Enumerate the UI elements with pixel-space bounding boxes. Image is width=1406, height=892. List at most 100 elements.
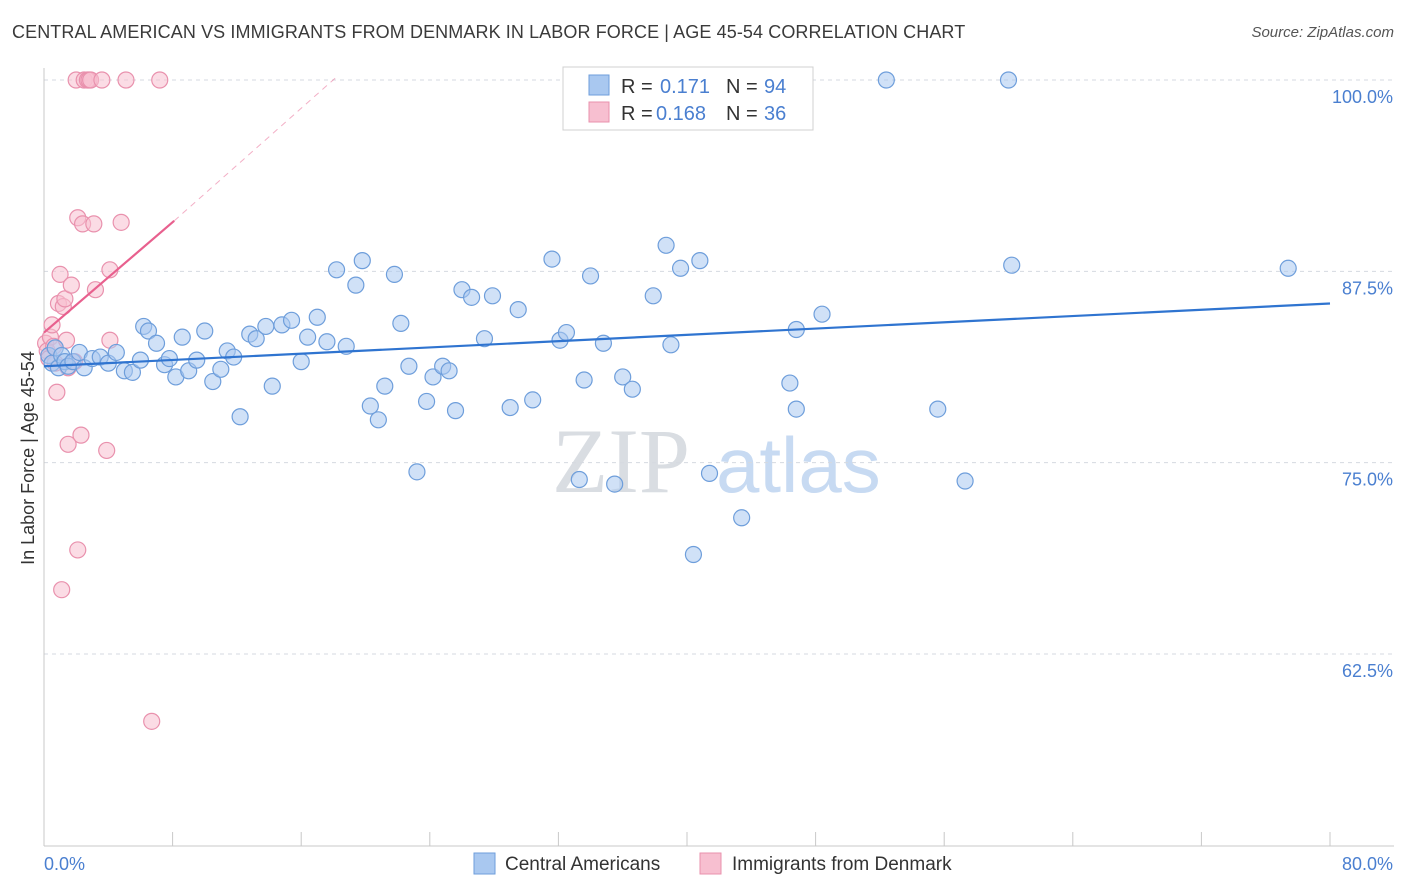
- point-central-americans: [700, 464, 719, 482]
- y-tick-label: 62.5%: [1342, 661, 1393, 681]
- point-central-americans: [446, 402, 465, 420]
- point-immigrants-from-denmark: [72, 426, 90, 444]
- y-tick-label: 87.5%: [1342, 278, 1393, 298]
- point-central-americans: [691, 252, 709, 270]
- point-central-americans: [263, 377, 281, 395]
- point-central-americans: [107, 343, 125, 362]
- point-central-americans: [733, 509, 751, 527]
- point-central-americans: [139, 322, 158, 340]
- source-label: Source: ZipAtlas.com: [1251, 24, 1394, 41]
- point-central-americans: [204, 372, 222, 391]
- point-central-americans: [483, 287, 502, 305]
- point-central-americans: [813, 305, 831, 323]
- point-immigrants-from-denmark: [93, 71, 111, 89]
- point-immigrants-from-denmark: [48, 383, 66, 401]
- point-central-americans: [877, 71, 895, 89]
- point-central-americans: [657, 236, 675, 254]
- point-central-americans: [575, 371, 593, 389]
- point-central-americans: [196, 322, 214, 340]
- point-central-americans: [781, 374, 799, 392]
- watermark-zip: ZIP: [552, 410, 690, 512]
- point-immigrants-from-denmark: [143, 712, 161, 730]
- point-immigrants-from-denmark: [117, 71, 135, 89]
- x-tick-label-min: 0.0%: [44, 854, 85, 874]
- point-central-americans: [353, 252, 371, 270]
- point-central-americans: [392, 314, 410, 332]
- point-central-americans: [292, 353, 310, 371]
- point-immigrants-from-denmark: [98, 441, 116, 460]
- point-central-americans: [623, 380, 641, 398]
- point-central-americans: [417, 392, 436, 411]
- legend-swatch-blue: [588, 74, 610, 96]
- point-central-americans: [787, 400, 805, 418]
- bottom-legend-label-2: Immigrants from Denmark: [732, 854, 952, 875]
- point-central-americans: [385, 265, 404, 283]
- point-central-americans: [614, 368, 632, 386]
- point-central-americans: [570, 470, 588, 489]
- x-tick-label-max: 80.0%: [1342, 854, 1393, 874]
- point-central-americans: [644, 287, 662, 305]
- point-central-americans: [501, 398, 519, 417]
- legend-r-label-2: R =: [621, 103, 653, 125]
- point-central-americans: [173, 328, 191, 346]
- point-central-americans: [956, 472, 974, 490]
- point-immigrants-from-denmark: [85, 215, 103, 233]
- legend-swatch-pink: [588, 101, 610, 123]
- watermark-atlas: atlas: [716, 421, 881, 509]
- point-central-americans: [408, 463, 426, 481]
- point-central-americans: [308, 308, 326, 326]
- legend-n-value-2: 36: [764, 103, 786, 125]
- point-central-americans: [581, 267, 600, 285]
- point-central-americans: [440, 362, 458, 380]
- point-central-americans: [1003, 256, 1021, 274]
- point-central-americans: [369, 411, 387, 429]
- point-central-americans: [400, 357, 418, 375]
- point-immigrants-from-denmark: [151, 71, 169, 89]
- point-central-americans: [257, 317, 275, 336]
- point-central-americans: [361, 397, 379, 415]
- point-central-americans: [212, 360, 230, 378]
- point-central-americans: [131, 351, 150, 369]
- point-central-americans: [524, 391, 542, 409]
- legend-r-value-1: 0.171: [660, 76, 710, 98]
- trendline-central-americans: [43, 302, 1331, 368]
- point-central-americans: [347, 276, 365, 294]
- bottom-legend-swatch-pink: [699, 852, 722, 875]
- trendline-immigrants-from-denmark: [43, 219, 175, 334]
- point-central-americans: [299, 328, 317, 346]
- point-immigrants-from-denmark: [69, 541, 87, 559]
- legend-n-value-1: 94: [764, 76, 786, 98]
- point-central-americans: [999, 71, 1018, 89]
- point-central-americans: [1279, 259, 1297, 277]
- legend-r-value-2: 0.168: [656, 103, 706, 125]
- point-immigrants-from-denmark: [112, 213, 130, 231]
- point-central-americans: [509, 301, 527, 319]
- series-central-americans: [40, 71, 1297, 564]
- legend-n-label-2: N =: [726, 103, 758, 125]
- legend-n-label-1: N =: [726, 76, 758, 98]
- bottom-legend-label-1: Central Americans: [505, 854, 660, 875]
- point-central-americans: [231, 408, 249, 426]
- point-immigrants-from-denmark: [51, 265, 69, 283]
- chart-title: CENTRAL AMERICAN VS IMMIGRANTS FROM DENM…: [12, 22, 966, 42]
- legend-stats: R = 0.171 N = 94 R = 0.168 N = 36: [562, 66, 814, 131]
- y-tick-labels: 62.5% 75.0% 87.5% 100.0%: [1332, 87, 1393, 681]
- point-central-americans: [684, 545, 703, 564]
- point-central-americans: [147, 334, 166, 352]
- point-central-americans: [671, 259, 690, 277]
- point-central-americans: [543, 250, 561, 268]
- point-central-americans: [123, 363, 142, 381]
- y-tick-label: 100.0%: [1332, 87, 1393, 107]
- point-central-americans: [475, 330, 494, 348]
- x-ticks: [172, 832, 1331, 846]
- point-immigrants-from-denmark: [62, 276, 80, 294]
- y-tick-label: 75.0%: [1342, 470, 1393, 490]
- point-immigrants-from-denmark: [53, 581, 71, 599]
- point-immigrants-from-denmark: [56, 290, 74, 308]
- point-central-americans: [929, 400, 947, 418]
- point-central-americans: [282, 311, 301, 329]
- y-axis-title: In Labor Force | Age 45-54: [18, 351, 38, 565]
- trend-lines: [43, 76, 1331, 368]
- bottom-legend-swatch-blue: [473, 852, 496, 875]
